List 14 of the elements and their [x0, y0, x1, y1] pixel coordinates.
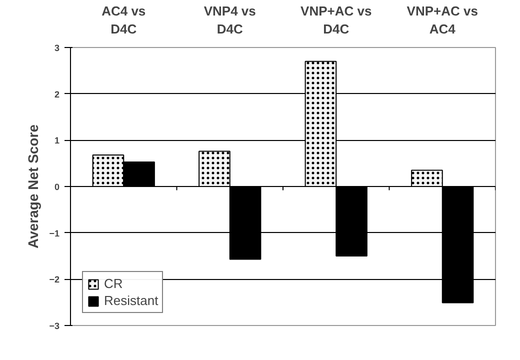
- y-axis-title: Average Net Score: [25, 124, 42, 248]
- x-tick-label: VNP+AC vs D4C: [300, 4, 372, 36]
- y-tick-label: 3: [54, 43, 60, 53]
- x-tick-label: VNP4 vs D4C: [204, 4, 256, 36]
- legend-label: Resistant: [104, 293, 158, 308]
- y-tick-label: −1: [49, 228, 60, 238]
- x-tick-label: VNP+AC vs AC4: [406, 4, 478, 36]
- y-tick-label: −3: [49, 321, 60, 331]
- legend-label: CR: [104, 276, 124, 291]
- y-tick-label: 2: [54, 89, 60, 100]
- x-tick-label: AC4 vs D4C: [102, 4, 146, 36]
- y-tick-label: 0: [54, 182, 60, 192]
- y-tick-label: −2: [49, 274, 60, 285]
- y-tick-label: 1: [54, 136, 60, 146]
